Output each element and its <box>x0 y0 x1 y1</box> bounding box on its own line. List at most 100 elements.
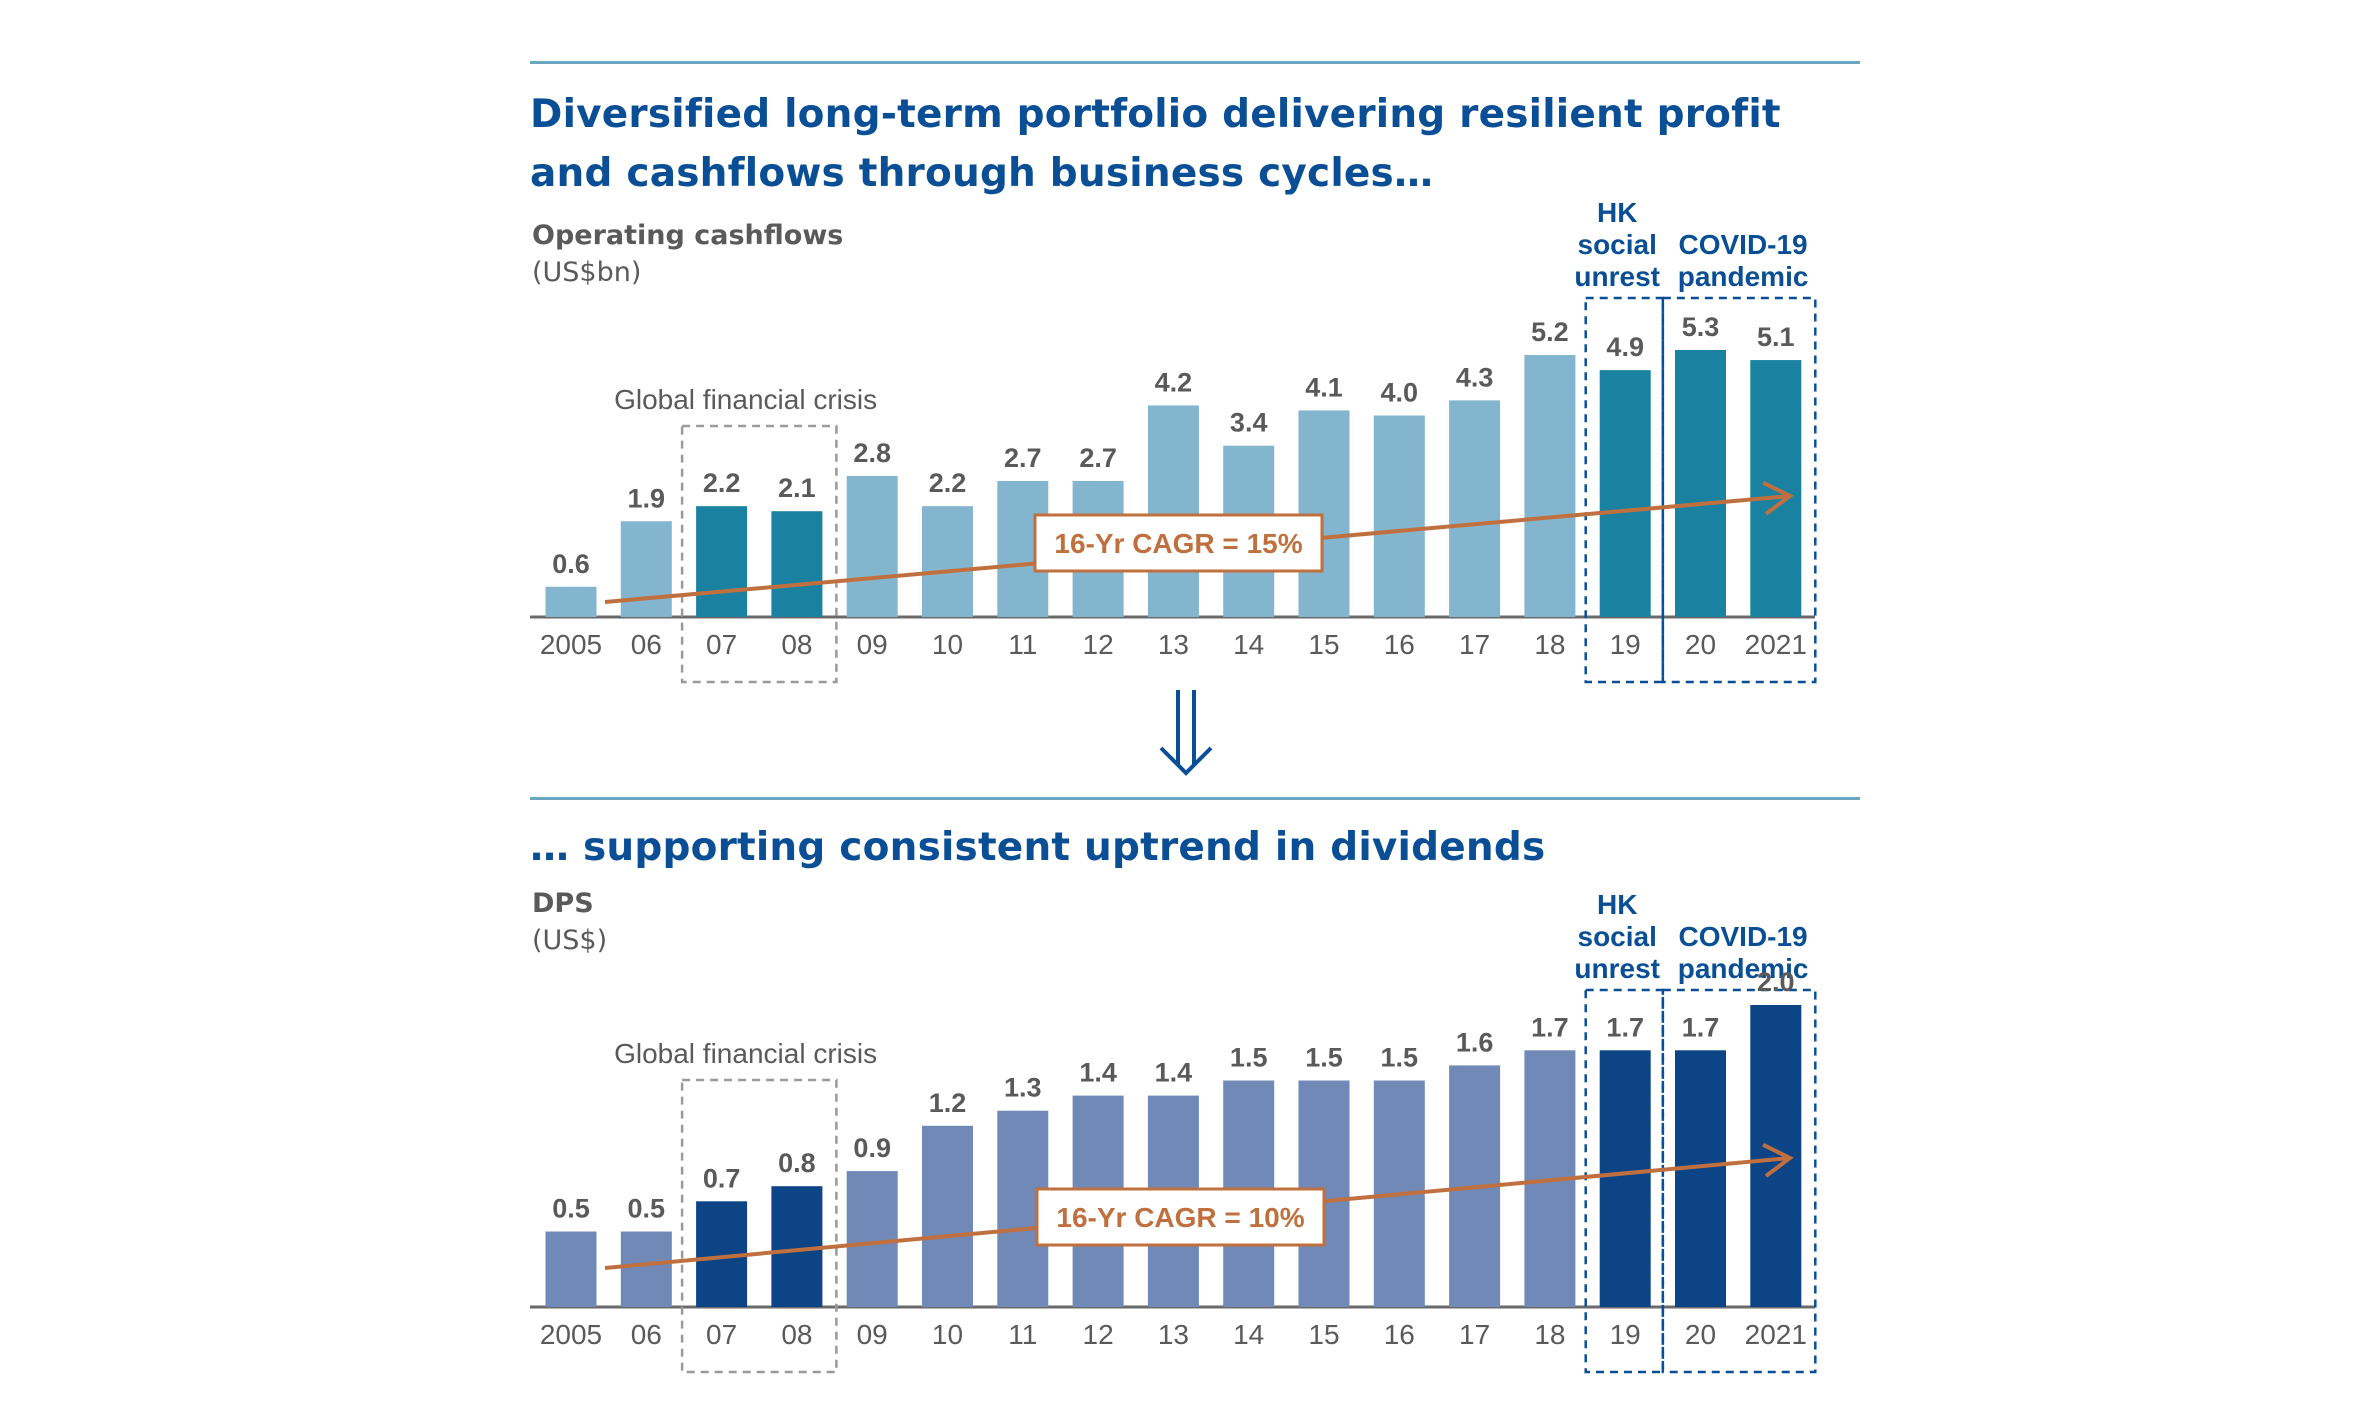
bar-10 <box>922 1125 973 1307</box>
tick-label-10: 10 <box>932 629 963 660</box>
tick-label-18: 18 <box>1534 1319 1565 1350</box>
tick-label-18: 18 <box>1534 629 1565 660</box>
tick-label-06: 06 <box>631 1319 662 1350</box>
data-label-13: 4.2 <box>1155 367 1193 397</box>
tick-label-06: 06 <box>631 629 662 660</box>
data-label-10: 2.2 <box>929 468 967 498</box>
chart1-unit: (US$bn) <box>532 257 642 288</box>
tick-label-20: 20 <box>1685 629 1716 660</box>
data-label-16: 4.0 <box>1381 377 1419 407</box>
bar-09 <box>846 1171 898 1307</box>
hk-label-line: HK <box>1597 197 1637 228</box>
chart2-title-text: DPS <box>532 888 594 919</box>
hk-label-line: unrest <box>1574 953 1660 984</box>
bar-18 <box>1524 355 1576 617</box>
data-label-15: 1.5 <box>1305 1043 1343 1073</box>
tick-label-12: 12 <box>1083 629 1114 660</box>
bar-20 <box>1675 350 1726 617</box>
tick-label-15: 15 <box>1308 1319 1339 1350</box>
bar-2005 <box>545 586 597 617</box>
tick-label-09: 09 <box>857 629 888 660</box>
tick-label-2021: 2021 <box>1745 1319 1807 1350</box>
top-rule <box>530 61 1860 64</box>
data-label-06: 1.9 <box>628 483 666 513</box>
chart2-unit: (US$) <box>532 925 608 956</box>
covid-label-line: pandemic <box>1678 953 1809 984</box>
bar-19 <box>1599 370 1651 617</box>
bar-16 <box>1373 415 1425 617</box>
tick-label-20: 20 <box>1685 1319 1716 1350</box>
cagr-arrowhead-icon <box>1762 480 1794 516</box>
tick-label-14: 14 <box>1233 629 1264 660</box>
tick-label-13: 13 <box>1158 1319 1189 1350</box>
data-label-08: 0.8 <box>778 1148 816 1178</box>
data-label-17: 4.3 <box>1456 362 1494 392</box>
data-label-2005: 0.6 <box>552 549 590 579</box>
data-label-09: 2.8 <box>853 438 891 468</box>
data-label-19: 1.7 <box>1606 1012 1644 1042</box>
data-label-07: 2.2 <box>703 468 741 498</box>
data-label-11: 2.7 <box>1004 443 1042 473</box>
data-label-11: 1.3 <box>1004 1073 1042 1103</box>
tick-label-2005: 2005 <box>540 629 602 660</box>
hk-label-line: social <box>1578 229 1657 260</box>
tick-label-2005: 2005 <box>540 1319 602 1350</box>
hk-box <box>1584 296 1665 684</box>
data-label-20: 1.7 <box>1682 1012 1720 1042</box>
hk-label-line: unrest <box>1574 261 1660 292</box>
tick-label-17: 17 <box>1459 629 1490 660</box>
data-label-2005: 0.5 <box>552 1194 590 1224</box>
data-label-07: 0.7 <box>703 1163 741 1193</box>
data-label-18: 1.7 <box>1531 1012 1569 1042</box>
covid-label-line: pandemic <box>1678 261 1809 292</box>
covid-box <box>1661 988 1817 1374</box>
tick-label-10: 10 <box>932 1319 963 1350</box>
gfc-box <box>680 1078 838 1374</box>
bar-08 <box>771 511 823 617</box>
data-label-14: 1.5 <box>1230 1043 1268 1073</box>
bar-2005 <box>545 1231 597 1307</box>
tick-label-16: 16 <box>1384 629 1415 660</box>
tick-label-13: 13 <box>1158 629 1189 660</box>
heading-cashflows: Diversified long-term portfolio deliveri… <box>530 92 1781 196</box>
data-label-10: 1.2 <box>929 1088 967 1118</box>
bar-06 <box>620 521 672 617</box>
tick-label-19: 19 <box>1610 629 1641 660</box>
tick-label-14: 14 <box>1233 1319 1264 1350</box>
hk-label-line: social <box>1578 921 1657 952</box>
tick-label-12: 12 <box>1083 1319 1114 1350</box>
bar-20 <box>1675 1050 1726 1307</box>
hk-box <box>1584 988 1665 1374</box>
cagr-box <box>1033 513 1324 573</box>
chart2-title: DPS <box>532 885 594 922</box>
tick-label-08: 08 <box>781 1319 812 1350</box>
bar-06 <box>620 1231 672 1307</box>
tick-label-07: 07 <box>706 1319 737 1350</box>
data-label-18: 5.2 <box>1531 317 1569 347</box>
gfc-label: Global financial crisis <box>614 384 877 415</box>
bar-10 <box>922 506 973 617</box>
bar-2021 <box>1750 1005 1802 1307</box>
tick-label-08: 08 <box>781 629 812 660</box>
bar-19 <box>1599 1050 1651 1307</box>
tick-label-11: 11 <box>1008 1319 1037 1350</box>
bar-13 <box>1147 405 1199 617</box>
tick-label-11: 11 <box>1008 629 1037 660</box>
tick-label-19: 19 <box>1610 1319 1641 1350</box>
tick-label-09: 09 <box>857 1319 888 1350</box>
chart1-title-text: Operating cashflows <box>532 220 844 251</box>
data-label-16: 1.5 <box>1381 1043 1419 1073</box>
bar-17 <box>1449 400 1501 617</box>
chart1-title: Operating cashflows <box>532 217 843 254</box>
gfc-label: Global financial crisis <box>614 1038 877 1069</box>
covid-box <box>1661 296 1817 684</box>
bar-09 <box>846 475 898 617</box>
data-label-15: 4.1 <box>1305 372 1343 402</box>
data-label-17: 1.6 <box>1456 1027 1494 1057</box>
middle-rule <box>530 797 1860 800</box>
data-label-09: 0.9 <box>853 1133 891 1163</box>
data-label-2021: 2.0 <box>1757 967 1795 997</box>
data-label-14: 3.4 <box>1230 408 1268 438</box>
tick-label-15: 15 <box>1308 629 1339 660</box>
